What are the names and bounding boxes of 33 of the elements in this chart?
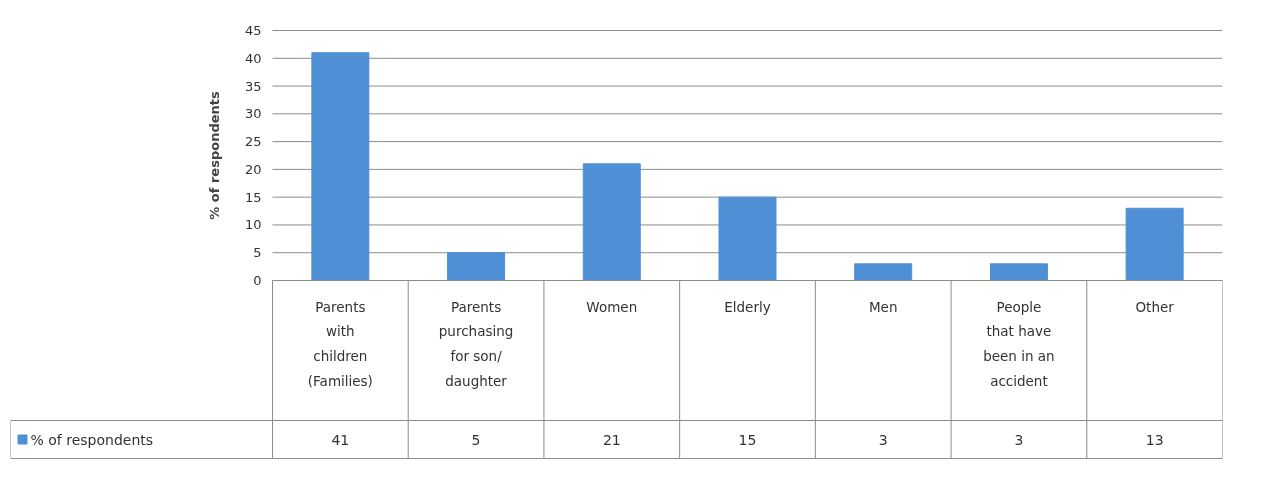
bar: [1125, 207, 1184, 281]
x-tick-label: Parents purchasing for son/ daughter: [438, 298, 514, 389]
data-label: 13: [1145, 431, 1164, 448]
data-label: 21: [602, 431, 621, 448]
y-tick-label: 25: [244, 134, 262, 150]
y-tick-label: 30: [244, 106, 262, 122]
x-tick-label: Other: [1135, 298, 1175, 315]
x-tick-label: Elderly: [724, 298, 771, 315]
data-label: 5: [471, 431, 481, 448]
y-tick-label: 5: [253, 245, 262, 261]
bar: [582, 163, 641, 281]
bar: [854, 263, 913, 281]
bar: [311, 52, 370, 281]
y-axis-title: % of respondents: [206, 91, 222, 220]
x-tick-label: Parents with children (Families): [307, 298, 373, 389]
data-label: 3: [1014, 431, 1024, 448]
y-tick-label: 10: [244, 217, 262, 233]
y-tick-label: 35: [244, 78, 262, 94]
x-tick-label: Women: [586, 298, 638, 315]
data-label: 41: [331, 431, 350, 448]
y-tick-label: 20: [244, 161, 262, 177]
bar: [989, 263, 1048, 281]
y-tick-label: 45: [244, 23, 262, 38]
legend-label: % of respondents: [30, 431, 154, 448]
y-tick-label: 40: [244, 50, 262, 66]
x-tick-label: Men: [868, 298, 898, 315]
data-label: 15: [738, 431, 757, 448]
y-tick-label: 15: [244, 189, 262, 205]
data-label: 3: [878, 431, 888, 448]
y-tick-label: 0: [253, 273, 262, 288]
bar: [447, 252, 506, 281]
bar: [718, 196, 777, 281]
x-tick-label: People that have been in an accident: [983, 298, 1055, 389]
